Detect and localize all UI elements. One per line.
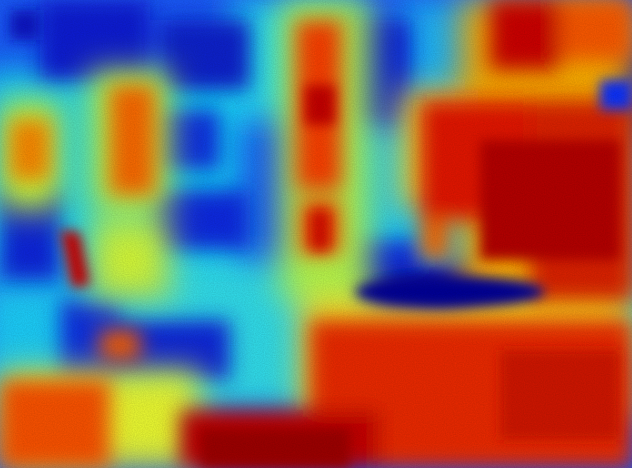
- grain-texture: [0, 0, 632, 468]
- heatmap-viewer: [0, 0, 632, 468]
- jet-heatmap-image: [0, 0, 632, 468]
